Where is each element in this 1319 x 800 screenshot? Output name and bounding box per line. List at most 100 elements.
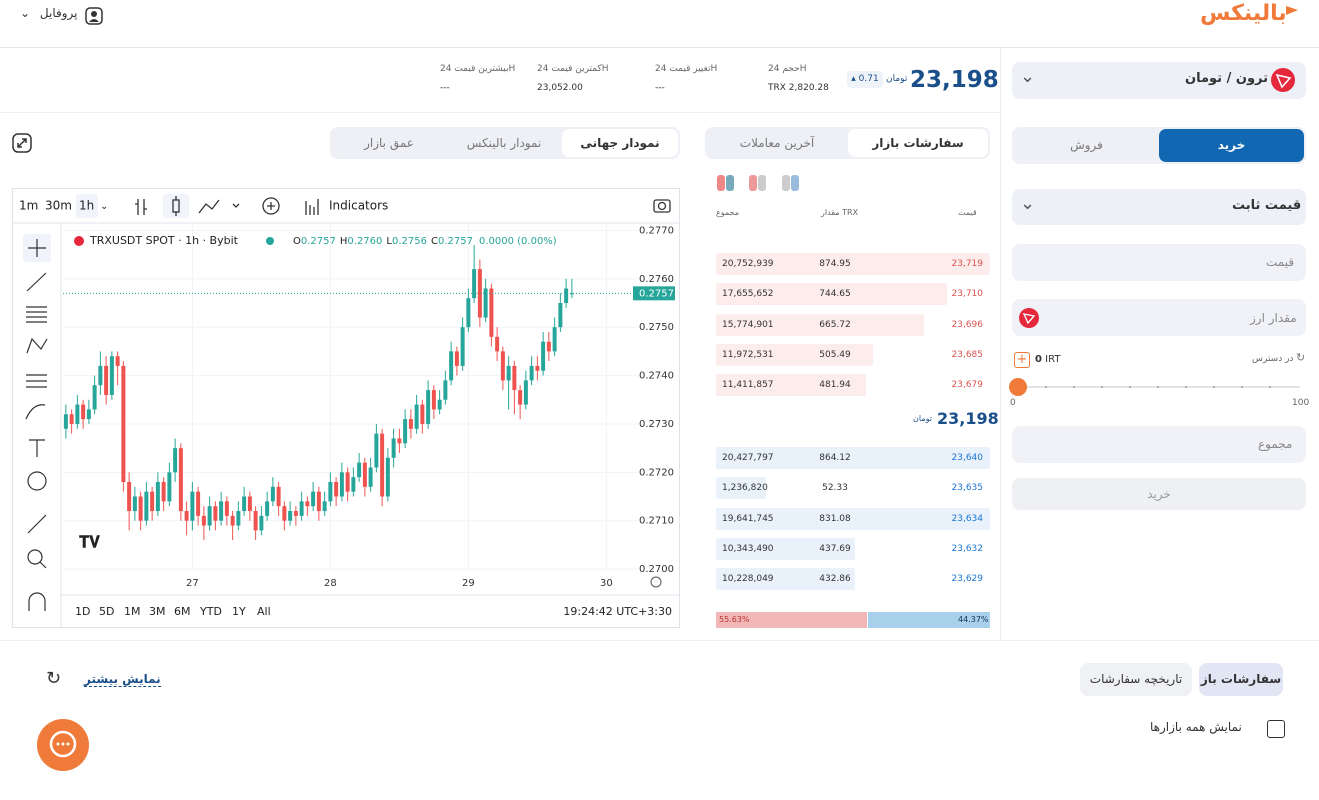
candle-body: [391, 438, 396, 458]
ohlc-key: O: [293, 236, 301, 247]
sell-tab[interactable]: فروش: [1070, 138, 1103, 152]
candle-body: [293, 511, 298, 516]
fullscreen-icon[interactable]: [12, 133, 32, 153]
candle-body: [190, 491, 195, 521]
order-type-select[interactable]: [1012, 189, 1306, 225]
chat-button[interactable]: [37, 719, 91, 773]
row-total: 11,972,531: [722, 349, 774, 360]
slider-min: 0: [1010, 398, 1016, 408]
candle-body: [334, 481, 339, 497]
candle-body: [397, 438, 402, 444]
pair-select[interactable]: [1012, 62, 1306, 99]
col-total: مجموع: [716, 208, 739, 217]
chart-tab-active[interactable]: نمودار جهانی: [562, 129, 678, 157]
price-input[interactable]: [1012, 244, 1306, 281]
candle-body: [138, 496, 143, 521]
chart-tab[interactable]: عمق بازار: [364, 136, 414, 150]
row-total: 20,427,797: [722, 453, 774, 463]
row-amount: 831.08: [819, 513, 851, 524]
depth-bar: [716, 283, 947, 306]
candle-body: [230, 515, 235, 526]
x-tick-label: 29: [462, 578, 475, 589]
candle-body: [75, 404, 80, 424]
candle-body: [259, 515, 264, 531]
candle-body: [454, 351, 459, 366]
candle-body: [288, 511, 293, 521]
profile-icon[interactable]: [85, 7, 103, 25]
drawing-tools[interactable]: [23, 234, 51, 611]
range-button: 1D: [75, 605, 90, 618]
row-amount: 437.69: [819, 543, 851, 554]
candle-body: [276, 486, 281, 507]
candle-body: [127, 481, 132, 512]
row-total: 15,774,901: [722, 319, 774, 330]
order-history-tab[interactable]: تاریخچه سفارشات: [1080, 663, 1192, 696]
chart: ⌄ 𝐓𝐕 0.2700 0.2710 0.2720 0.2730 0.2740 0.275…: [12, 188, 680, 628]
candle-body: [552, 327, 557, 352]
candle-body: [518, 390, 523, 405]
slider[interactable]: [1008, 377, 1306, 397]
candle-body: [466, 298, 471, 328]
row-price: 23,632: [951, 543, 984, 554]
open-orders-tab[interactable]: سفارشات باز: [1199, 663, 1283, 696]
candle-body: [403, 419, 408, 444]
buy-tab[interactable]: خرید: [1159, 129, 1304, 162]
candle-body: [242, 496, 247, 512]
amount-placeholder: مقدار ارز: [1250, 311, 1297, 325]
y-tick-label: 0.2760: [639, 274, 674, 285]
row-total: 19,641,745: [722, 513, 774, 524]
price-currency: تومان: [886, 74, 908, 84]
range-button: 5D: [99, 605, 114, 618]
logo[interactable]: بالینکس: [1200, 1, 1287, 26]
depth-bar: [716, 477, 766, 500]
submit-button[interactable]: خرید: [1012, 478, 1306, 510]
range-button: YTD: [199, 605, 222, 618]
range-button: 3M: [149, 605, 166, 618]
candle-body: [414, 404, 419, 429]
candle-body: [161, 481, 166, 502]
candle-body: [362, 462, 367, 487]
candle-body: [104, 365, 109, 395]
candle-body: [506, 365, 511, 381]
refresh-icon[interactable]: ↻: [46, 668, 62, 689]
candle-body: [380, 433, 385, 497]
interval-dropdown[interactable]: ⌄: [100, 201, 108, 212]
y-tick-label: 0.2730: [639, 419, 674, 430]
price-placeholder: قیمت: [1266, 255, 1295, 269]
candle-body: [339, 472, 344, 497]
orderbook-tab-active[interactable]: سفارشات بازار: [848, 129, 988, 157]
show-more[interactable]: نمایش بیشتر: [84, 672, 161, 687]
ohlc-value: 0.2760: [347, 236, 382, 247]
trades-tab[interactable]: آخرین معاملات: [739, 136, 815, 150]
candle-body: [219, 501, 224, 521]
y-tick-label: 0.2770: [639, 225, 674, 236]
candle-body: [92, 385, 97, 410]
last-price-label: 0.2757: [639, 288, 674, 299]
depth-bar: [716, 568, 855, 591]
y-tick-label: 0.2750: [639, 322, 674, 333]
row-price: 23,629: [951, 574, 984, 585]
toolbar-icons[interactable]: [135, 194, 671, 218]
row-amount: 665.72: [819, 319, 851, 330]
profile-menu[interactable]: ⌄ پروفایل: [20, 6, 83, 20]
candle-body: [564, 288, 569, 304]
settings-icon[interactable]: [650, 576, 662, 588]
amount-input[interactable]: [1012, 299, 1306, 336]
row-amount: 744.65: [819, 289, 851, 300]
deposit-button[interactable]: +: [1014, 352, 1030, 368]
y-tick-label: 0.2710: [639, 516, 674, 527]
depth-bar: [716, 507, 990, 530]
orderbook-view-icons[interactable]: [716, 174, 800, 192]
candle-body: [109, 356, 114, 395]
ohlc-value: 0.2756: [392, 236, 427, 247]
chart-tab[interactable]: نمودار بالینکس: [466, 136, 542, 150]
depth-bar: [716, 253, 990, 275]
pair-label: ترون / تومان: [1185, 71, 1269, 86]
all-markets-checkbox[interactable]: [1267, 720, 1285, 738]
refresh-icon[interactable]: ↻: [1296, 351, 1306, 364]
candle-body: [368, 467, 373, 487]
candle-body: [265, 501, 270, 516]
total-input[interactable]: [1012, 426, 1306, 463]
candle-body: [81, 404, 86, 420]
